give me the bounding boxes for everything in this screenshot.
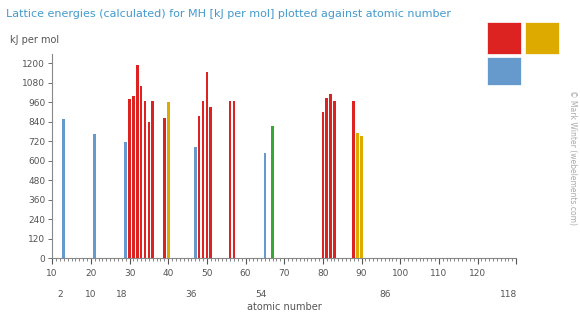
- Bar: [128, 99, 131, 258]
- Bar: [233, 101, 235, 258]
- Bar: [167, 102, 169, 258]
- Bar: [151, 101, 154, 258]
- Bar: [147, 122, 150, 258]
- FancyBboxPatch shape: [487, 22, 521, 54]
- Bar: [333, 101, 336, 258]
- FancyBboxPatch shape: [487, 57, 521, 85]
- Bar: [93, 135, 96, 258]
- Bar: [356, 133, 359, 258]
- Bar: [63, 119, 65, 258]
- Bar: [140, 86, 143, 258]
- Bar: [263, 153, 266, 258]
- Text: Lattice energies (calculated) for MH [kJ per mol] plotted against atomic number: Lattice energies (calculated) for MH [kJ…: [6, 9, 451, 20]
- Bar: [360, 136, 363, 258]
- FancyBboxPatch shape: [487, 90, 559, 112]
- Text: © Mark Winter (webelements.com): © Mark Winter (webelements.com): [568, 90, 577, 225]
- Bar: [198, 116, 201, 258]
- Bar: [209, 107, 212, 258]
- FancyBboxPatch shape: [525, 22, 559, 54]
- Bar: [271, 126, 274, 258]
- Bar: [144, 101, 146, 258]
- Bar: [329, 94, 332, 258]
- Bar: [132, 96, 135, 258]
- Bar: [163, 117, 166, 258]
- Text: atomic number: atomic number: [247, 302, 321, 312]
- Bar: [136, 65, 139, 258]
- Bar: [124, 142, 127, 258]
- Text: kJ per mol: kJ per mol: [10, 35, 60, 45]
- Bar: [205, 72, 208, 258]
- Bar: [325, 98, 328, 258]
- Bar: [194, 147, 197, 258]
- Bar: [229, 101, 231, 258]
- Bar: [202, 101, 204, 258]
- Bar: [321, 112, 324, 258]
- Bar: [353, 101, 355, 258]
